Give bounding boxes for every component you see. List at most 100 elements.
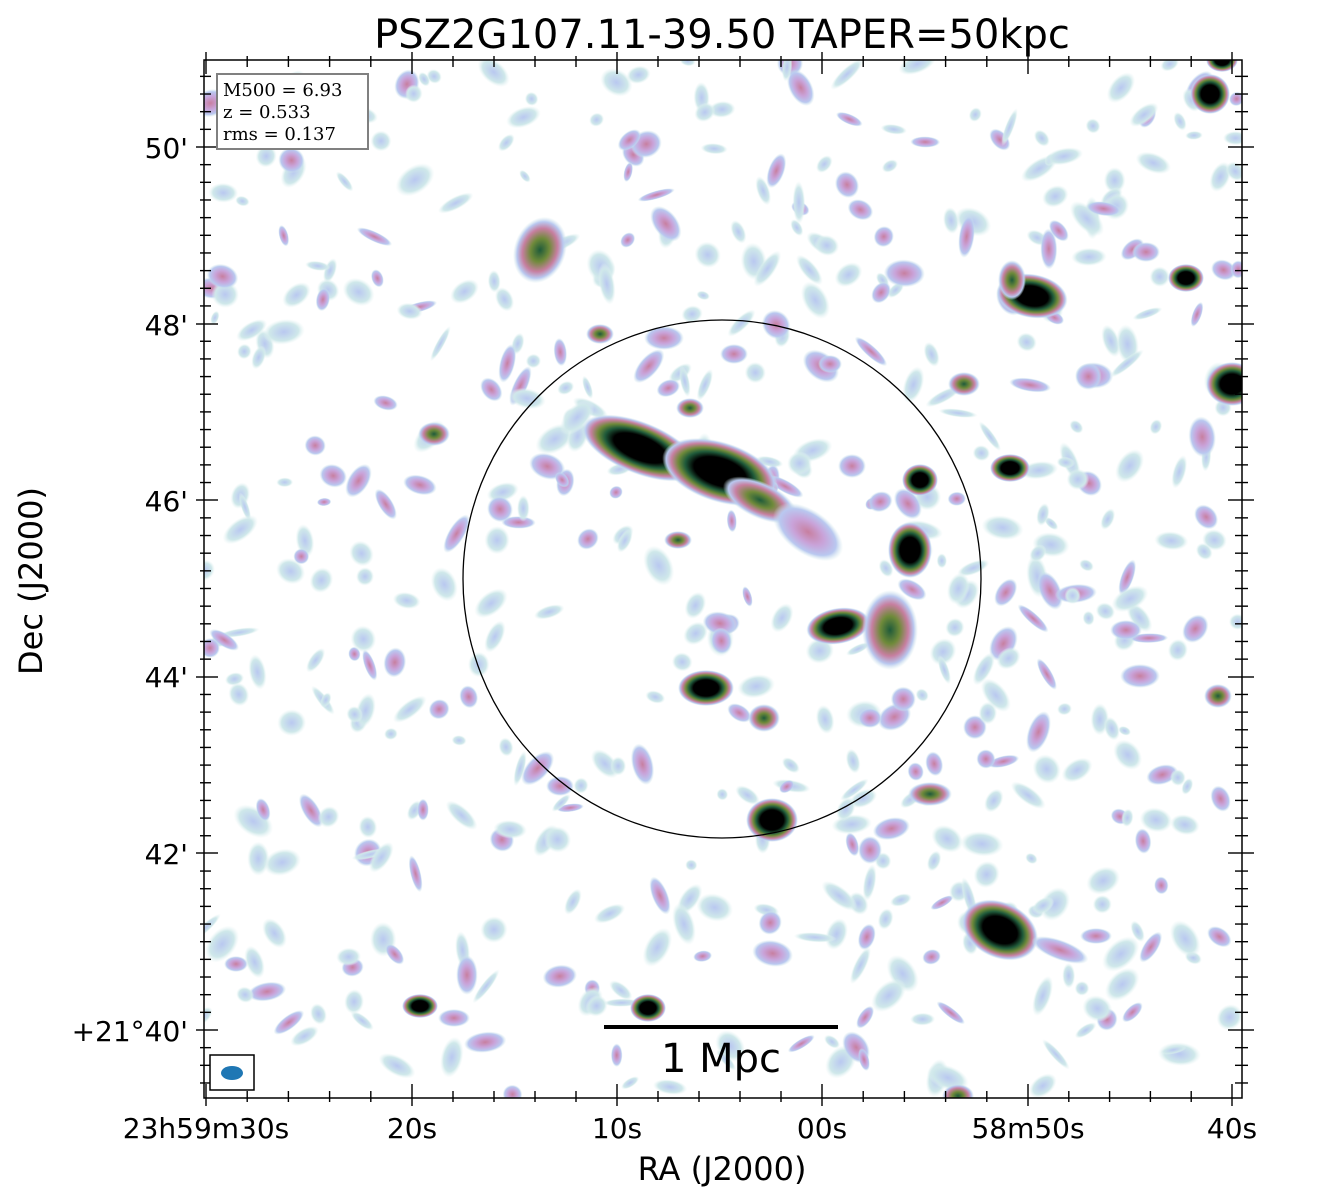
noise-blob — [770, 603, 794, 633]
noise-blob — [1135, 151, 1172, 175]
noise-blob — [456, 955, 478, 995]
noise-blob — [395, 163, 435, 197]
noise-blob — [1064, 587, 1081, 605]
noise-blob — [405, 84, 423, 103]
noise-blob — [1037, 571, 1063, 610]
radio-source — [998, 260, 1026, 300]
noise-blob — [1225, 161, 1242, 182]
noise-blob — [474, 588, 508, 619]
noise-blob — [846, 642, 870, 656]
radio-source — [204, 638, 220, 658]
noise-blob — [862, 864, 877, 902]
noise-blob — [1139, 807, 1173, 833]
radio-source — [1168, 264, 1204, 292]
noise-blob — [710, 627, 733, 655]
noise-blob — [564, 888, 582, 915]
noise-blob — [1057, 702, 1072, 716]
noise-blob — [1230, 260, 1242, 279]
radio-source — [1190, 74, 1230, 114]
noise-blob — [237, 343, 252, 360]
noise-blob — [1033, 129, 1050, 147]
radio-source — [1204, 684, 1232, 708]
noise-blob — [1095, 602, 1116, 620]
noise-blob — [947, 491, 966, 506]
noise-blob — [835, 111, 863, 127]
noise-blob — [694, 241, 721, 268]
noise-blob — [262, 318, 305, 345]
noise-blob — [1056, 456, 1076, 469]
noise-blob — [1228, 613, 1242, 630]
noise-blob — [577, 528, 599, 550]
noise-blob — [498, 737, 514, 757]
noise-blob — [858, 1048, 870, 1071]
noise-blob — [440, 1036, 464, 1078]
noise-blob — [480, 377, 503, 402]
noise-blob — [486, 495, 514, 523]
noise-blob — [282, 282, 311, 308]
noise-blob — [1001, 108, 1018, 147]
noise-blob — [930, 895, 954, 910]
noise-blob — [244, 945, 265, 979]
noise-blob — [679, 60, 696, 67]
noise-blob — [506, 106, 541, 129]
noise-blob — [464, 1031, 507, 1053]
noise-blob — [1044, 516, 1059, 531]
y-tick-label: 46' — [145, 485, 188, 518]
noise-blob — [617, 129, 642, 151]
noise-blob — [345, 463, 372, 498]
noise-blob — [1102, 936, 1140, 972]
radio-source — [1206, 60, 1238, 72]
noise-blob — [821, 880, 858, 911]
noise-blob — [1042, 1039, 1070, 1070]
noise-blob — [209, 629, 239, 651]
radio-source — [888, 522, 932, 578]
noise-blob — [1025, 852, 1038, 865]
noise-blob — [362, 649, 378, 681]
noise-blob — [350, 1011, 374, 1031]
noise-blob — [973, 860, 1000, 889]
radio-source — [858, 836, 882, 864]
noise-blob — [726, 509, 737, 533]
noise-blob — [938, 408, 978, 418]
radio-source — [224, 956, 248, 972]
noise-blob — [1009, 377, 1052, 393]
noise-blob — [984, 788, 1004, 813]
noise-blob — [1121, 808, 1134, 827]
radio-source — [678, 670, 734, 706]
noise-blob — [443, 514, 470, 553]
noise-blob — [800, 281, 830, 319]
noise-blob — [1048, 219, 1069, 242]
x-tick-label: 00s — [797, 1112, 847, 1145]
noise-blob — [643, 545, 675, 586]
beam-ellipse — [221, 1066, 243, 1080]
noise-blob — [403, 474, 437, 496]
noise-blob — [600, 68, 633, 97]
noise-blob — [910, 1012, 936, 1026]
noise-blob — [795, 254, 823, 286]
noise-blob — [730, 220, 747, 244]
noise-blob — [1100, 508, 1116, 530]
noise-blob — [849, 946, 871, 985]
noise-blob — [1066, 468, 1090, 491]
noise-blob — [1069, 201, 1105, 237]
noise-blob — [248, 654, 267, 690]
radio-source — [746, 798, 798, 842]
radio-source — [546, 776, 574, 796]
noise-blob — [1039, 887, 1071, 921]
noise-blob — [1075, 363, 1102, 390]
noise-blob — [277, 709, 307, 737]
noise-blob — [1115, 449, 1145, 483]
noise-blob — [355, 567, 375, 586]
noise-blob — [942, 207, 960, 234]
noise-blob — [589, 112, 605, 127]
noise-blob — [1085, 118, 1101, 134]
noise-blob — [477, 60, 510, 88]
noise-blob — [824, 1034, 840, 1049]
noise-blob — [761, 310, 791, 340]
noise-blob — [650, 205, 682, 242]
noise-blob — [931, 824, 964, 853]
noise-blob — [1118, 725, 1132, 736]
noise-blob — [273, 1010, 305, 1035]
noise-blob — [430, 567, 458, 602]
noise-blob — [994, 578, 1018, 607]
